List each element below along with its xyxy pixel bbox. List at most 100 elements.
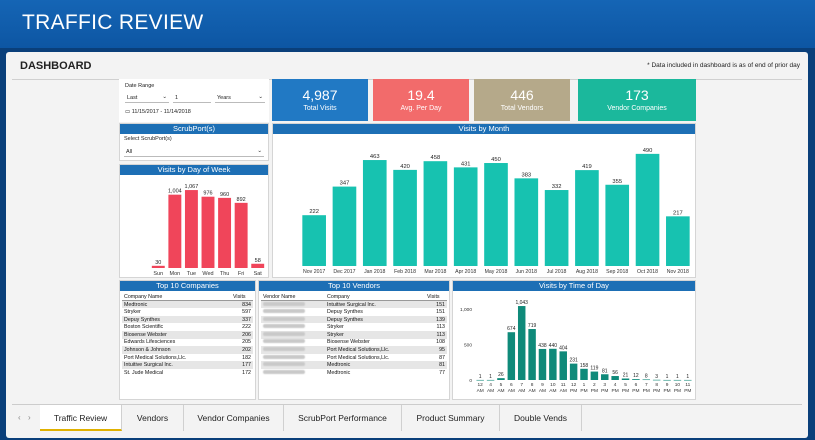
x-tick-label: Thu: [220, 271, 229, 277]
data-label: 1,004: [168, 189, 182, 195]
chart-bar: [549, 348, 557, 380]
data-label: 1: [676, 374, 679, 380]
chart-bar: [611, 376, 619, 380]
table-row[interactable]: Medtronic 81: [261, 361, 447, 369]
x-tick-label: PM: [622, 388, 629, 394]
x-tick-label: AM: [508, 388, 515, 394]
col-visits[interactable]: Visits: [425, 293, 447, 302]
table-row[interactable]: St. Jude Medical 172: [122, 369, 253, 377]
x-tick-label: Nov 2018: [667, 269, 689, 275]
tab-scrubport-performance[interactable]: ScrubPort Performance: [284, 405, 402, 431]
visits-by-month-panel: Visits by Month 222 Nov 2017 347 Dec 2017 46…: [272, 123, 696, 278]
scrubport-select[interactable]: All ⌄: [124, 148, 264, 157]
period-unit-select[interactable]: Years ⌄: [215, 94, 265, 103]
x-tick-label: PM: [601, 388, 608, 394]
col-vendor-name[interactable]: Vendor Name: [261, 293, 325, 302]
chart-bar: [621, 378, 630, 380]
x-tick-label: PM: [653, 388, 660, 394]
x-tick-label: 8: [531, 382, 534, 388]
x-tick-label: Jan 2018: [364, 269, 385, 275]
table-row[interactable]: Medtronic 834: [122, 300, 253, 309]
data-label: 12: [633, 373, 639, 379]
tab-prev-icon[interactable]: ‹: [18, 413, 21, 422]
table-row[interactable]: Biosense Webster 206: [122, 330, 253, 339]
chart-bar: [632, 379, 640, 380]
period-type-select[interactable]: Last ⌄: [125, 94, 169, 103]
table-row[interactable]: Depuy Synthes 151: [261, 308, 447, 316]
tab-traffic-review[interactable]: Traffic Review: [40, 405, 122, 431]
chart-bar: [484, 163, 508, 266]
date-range-panel: Date Range Last ⌄ 1 Years ⌄ ▭ 11/15/2017 -…: [119, 79, 269, 122]
company-name: Edwards Lifesciences: [124, 339, 176, 346]
date-span[interactable]: ▭ 11/15/2017 - 11/14/2018: [125, 109, 191, 115]
table-row[interactable]: Intuitive Surgical Inc. 151: [261, 300, 447, 309]
x-tick-label: Mon: [170, 271, 181, 277]
tab-double-vends[interactable]: Double Vends: [500, 405, 582, 431]
table-row[interactable]: Stryker 113: [261, 323, 447, 331]
visits-by-time-chart: 112AM14AM265AM6746AM1,0437AM7198AM4389AM…: [460, 300, 692, 394]
table-row[interactable]: Johnson & Johnson 202: [122, 346, 253, 354]
tab-product-summary[interactable]: Product Summary: [402, 405, 500, 431]
visits-value: 81: [439, 362, 445, 369]
table-row[interactable]: Medtronic 77: [261, 369, 447, 377]
col-company[interactable]: Company: [325, 293, 425, 302]
company-name: Boston Scientific: [124, 324, 164, 331]
table-row[interactable]: Port Medical Solutions,Llc. 87: [261, 354, 447, 362]
banner-title: TRAFFIC REVIEW: [22, 11, 204, 34]
table-row[interactable]: Edwards Lifesciences 205: [122, 339, 253, 347]
data-label: 892: [237, 197, 246, 203]
chart-bar: [184, 190, 198, 268]
tab-next-icon[interactable]: ›: [28, 413, 31, 422]
company-name: Johnson & Johnson: [124, 346, 171, 353]
chart-bar: [666, 216, 690, 266]
data-label: 490: [643, 148, 653, 154]
dashboard-note: * Data included in dashboard is as of en…: [647, 62, 800, 69]
table-row[interactable]: Depuy Synthes 139: [261, 315, 447, 324]
period-count-input[interactable]: 1: [173, 92, 211, 103]
col-company-name[interactable]: Company Name: [122, 293, 231, 302]
data-label: 1,043: [515, 300, 528, 306]
x-tick-label: Tue: [187, 271, 196, 277]
chart-bar: [575, 170, 599, 266]
table-row[interactable]: Biosense Webster 108: [261, 339, 447, 347]
table-row[interactable]: Boston Scientific 222: [122, 323, 253, 331]
table-row[interactable]: Stryker 113: [261, 330, 447, 339]
visits-value: 337: [242, 316, 251, 323]
tab-vendor-companies[interactable]: Vendor Companies: [184, 405, 284, 431]
chart-bar: [234, 202, 248, 268]
table-row[interactable]: Depuy Synthes 337: [122, 315, 253, 324]
chart-bar: [201, 196, 215, 268]
data-label: 438: [538, 343, 547, 349]
chart-bar: [168, 194, 182, 268]
table-row[interactable]: Port Medical Solutions,Llc. 182: [122, 354, 253, 362]
scrubport-label: Select ScrubPort(s): [124, 136, 172, 142]
date-range-label: Date Range: [125, 83, 155, 89]
x-tick-label: 10: [550, 382, 556, 388]
chart-bar: [362, 160, 387, 266]
x-tick-label: AM: [518, 388, 525, 394]
x-tick-label: Sep 2018: [606, 269, 628, 275]
table-row[interactable]: Stryker 597: [122, 308, 253, 316]
table-row[interactable]: Intuitive Surgical Inc. 177: [122, 361, 253, 369]
kpi-avg-per-day: 19.4 Avg. Per Day: [373, 79, 469, 121]
x-tick-label: 8: [655, 382, 658, 388]
x-tick-label: AM: [539, 388, 546, 394]
scrubport-title: ScrubPort(s): [120, 124, 268, 134]
col-visits[interactable]: Visits: [231, 293, 253, 302]
data-label: 217: [673, 210, 683, 216]
x-tick-label: 10: [675, 382, 681, 388]
data-label: 1: [666, 374, 669, 380]
tab-vendors[interactable]: Vendors: [122, 405, 184, 431]
x-tick-label: Oct 2018: [637, 269, 658, 275]
data-label: 347: [340, 181, 350, 187]
visits-by-day-title: Visits by Day of Week: [120, 165, 268, 175]
chart-bar: [507, 332, 516, 380]
x-tick-label: Nov 2017: [303, 269, 325, 275]
data-label: 119: [590, 366, 598, 372]
visits-value: 182: [242, 354, 251, 361]
x-tick-label: PM: [591, 388, 598, 394]
company-name: Biosense Webster: [124, 331, 167, 338]
table-row[interactable]: Port Medical Solutions,Llc. 95: [261, 346, 447, 354]
vendor-name-redacted: [261, 308, 325, 316]
vendor-name-redacted: [261, 301, 325, 309]
